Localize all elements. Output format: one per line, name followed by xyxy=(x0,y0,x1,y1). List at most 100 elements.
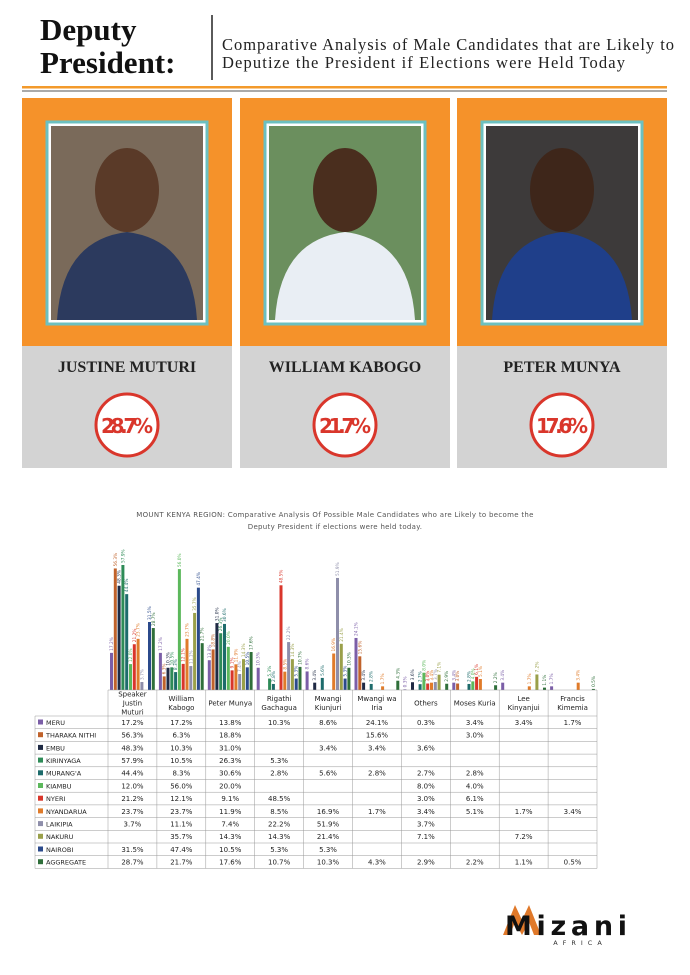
bar xyxy=(249,652,253,690)
column-header: Moses Kuria xyxy=(454,700,496,708)
table-cell: 10.5% xyxy=(219,846,242,854)
bar-label: 5.3% xyxy=(294,666,300,677)
table-cell: 21.7% xyxy=(170,859,193,867)
row-label: KIRINYAGA xyxy=(46,757,81,765)
table-cell: 4.3% xyxy=(368,859,386,867)
row-label: KIAMBU xyxy=(46,782,72,790)
bar xyxy=(177,569,181,690)
bar xyxy=(433,682,437,690)
bar xyxy=(158,652,162,690)
bar xyxy=(320,677,324,690)
photo-suit xyxy=(275,232,415,320)
bar-label: 3.4% xyxy=(312,670,318,681)
table-cell: 23.7% xyxy=(170,808,193,816)
bar xyxy=(148,621,151,690)
legend-swatch xyxy=(38,732,43,738)
table-cell: 10.7% xyxy=(268,859,291,867)
bar-label: 3.4% xyxy=(429,670,435,681)
bar xyxy=(223,623,226,690)
bar xyxy=(193,612,197,690)
bar-label: 8.5% xyxy=(282,659,288,670)
bar xyxy=(396,680,400,690)
chart-title: MOUNT KENYA REGION: Comparative Analysis… xyxy=(136,511,533,519)
title-line: President: xyxy=(40,45,175,80)
bar xyxy=(268,678,272,690)
table-cell: 48.3% xyxy=(121,744,144,752)
table-cell: 0.3% xyxy=(417,719,435,727)
table-cell: 17.2% xyxy=(170,719,193,727)
bar xyxy=(467,683,471,690)
photo-face xyxy=(95,148,159,232)
bar-label: 10.3% xyxy=(166,652,172,666)
bar-label: 22.2% xyxy=(286,626,292,640)
table-cell: 16.9% xyxy=(317,808,340,816)
table-cell: 30.6% xyxy=(219,770,242,778)
legend-swatch xyxy=(38,846,43,852)
bar xyxy=(347,667,351,690)
bar-label: 44.4% xyxy=(124,578,130,592)
candidate-percent: 21.7% xyxy=(319,414,371,438)
bar-label: 17.6% xyxy=(249,636,255,650)
bar-label: 0.3% xyxy=(402,676,408,687)
bar xyxy=(305,671,309,690)
legend-swatch xyxy=(38,859,43,865)
table-cell: 3.4% xyxy=(515,719,533,727)
bar xyxy=(215,623,219,690)
bar-label: 14.3% xyxy=(290,643,296,657)
bar xyxy=(381,686,385,690)
table-cell: 5.1% xyxy=(466,808,484,816)
table-cell: 15.6% xyxy=(366,732,389,740)
bar-label: 21.4% xyxy=(339,628,345,642)
row-label: NAKURU xyxy=(46,833,74,841)
table-cell: 14.3% xyxy=(219,833,242,841)
percent-ring xyxy=(94,392,160,458)
bar-label: 47.4% xyxy=(196,572,202,586)
column-header: Mwangi wa Iria xyxy=(357,695,396,712)
bar xyxy=(543,687,546,690)
bar-label: 8.6% xyxy=(305,659,311,670)
bar-label: 2.8% xyxy=(467,671,473,682)
table-cell: 7.2% xyxy=(515,833,533,841)
bar xyxy=(339,643,343,690)
bar-label: 2.2% xyxy=(493,672,499,683)
bar-label: 7.1% xyxy=(437,662,443,673)
subtitle-line: Deputize the President if Elections were… xyxy=(222,53,626,72)
bar-label: 8.3% xyxy=(173,659,179,670)
bar-label: 1.7% xyxy=(380,673,386,684)
bar-label: 3.4% xyxy=(451,670,457,681)
bar xyxy=(354,637,358,690)
table-cell: 14.3% xyxy=(268,833,291,841)
bar xyxy=(181,663,185,690)
legend-swatch xyxy=(38,833,43,839)
column-header: Peter Munya xyxy=(208,700,252,708)
table-cell: 31.5% xyxy=(121,846,144,854)
bar-label: 56.0% xyxy=(177,553,183,567)
bar-label: 1.7% xyxy=(549,673,555,684)
table-cell: 3.7% xyxy=(417,820,435,828)
row-label: EMBU xyxy=(46,744,65,752)
table-cell: 2.8% xyxy=(466,770,484,778)
bar xyxy=(279,585,283,690)
bar-label: 2.8% xyxy=(369,671,375,682)
bar xyxy=(362,682,366,690)
bar xyxy=(452,682,456,690)
bar-label: 10.5% xyxy=(169,652,175,666)
table-cell: 28.7% xyxy=(121,859,144,867)
bar-label: 5.1% xyxy=(478,666,484,677)
table-cell: 10.3% xyxy=(170,744,193,752)
bar-label: 6.1% xyxy=(474,664,480,675)
legend-swatch xyxy=(38,719,43,725)
bar-label: 48.5% xyxy=(278,570,284,584)
bar-label: 5.3% xyxy=(267,666,273,677)
table-cell: 12.0% xyxy=(121,782,144,790)
bar xyxy=(456,683,460,690)
rule xyxy=(22,86,667,89)
table-cell: 3.4% xyxy=(368,744,386,752)
bar-label: 11.1% xyxy=(188,650,194,664)
bar-label: 2.9% xyxy=(444,671,450,682)
photo-face xyxy=(530,148,594,232)
bar xyxy=(418,684,422,690)
bar xyxy=(430,682,433,690)
bar-label: 17.2% xyxy=(158,637,164,651)
bar xyxy=(475,676,479,690)
